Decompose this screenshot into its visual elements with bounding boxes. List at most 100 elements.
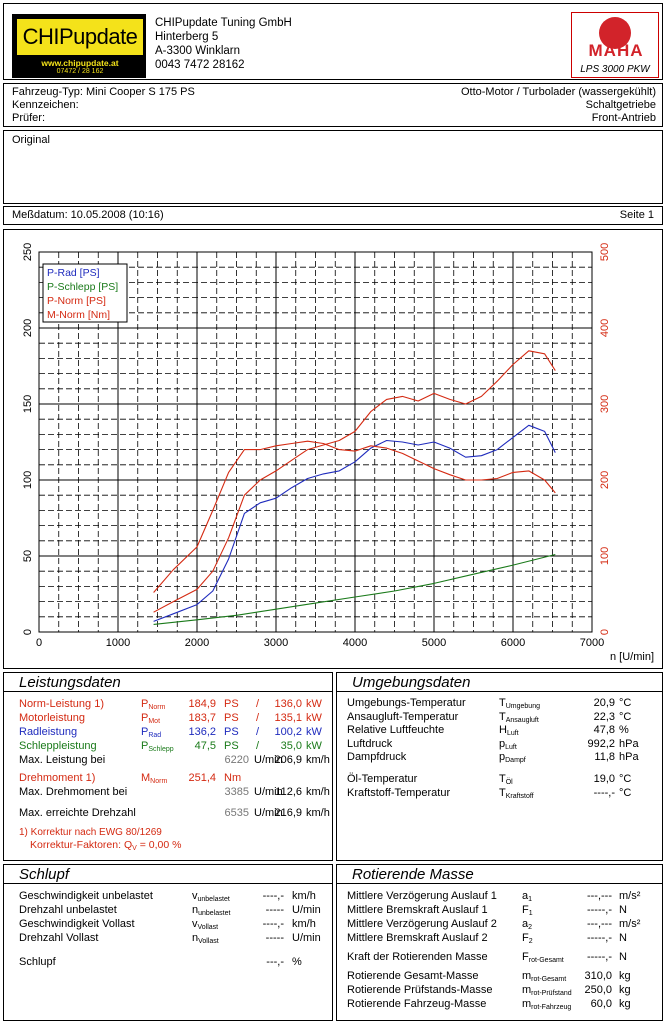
schlupf-symbol: nVollast: [192, 932, 219, 948]
umgebung-value: 19,0: [593, 773, 615, 785]
dyno-chart-frame: 0 1000 2000 3000 4000 5000 6000 7000 n [U/min] 0 5…: [3, 229, 663, 669]
umgebung-value: 22,3: [593, 710, 615, 723]
torque-value: 251,4: [188, 772, 216, 784]
umgebung-label: Umgebungs-Temperatur: [347, 697, 466, 709]
legend-entry: P-Rad [PS]: [47, 267, 100, 279]
masse-label: Rotierende Gesamt-Masse: [347, 970, 479, 982]
chart-legend: [42, 263, 128, 323]
schlupf-label: Drehzahl unbelastet: [19, 904, 117, 916]
perf-value-ps: 183,7: [188, 712, 216, 724]
y-left-tick-label: 100: [22, 471, 34, 489]
masse-symbol: mrot-Prüfstand: [522, 984, 572, 1000]
rotating-mass-section: Rotierende Masse Mittlere Verzögerung Au…: [336, 864, 663, 1021]
symbol-subscript: 1: [528, 910, 533, 917]
symbol-subscript: unbelastet: [197, 896, 230, 903]
x-tick-label: 0: [36, 637, 42, 649]
max-power-label: Max. Leistung bei: [19, 754, 106, 766]
masse-value: 250,0: [584, 984, 612, 996]
environment-title: Umgebungsdaten: [337, 673, 662, 692]
perf-sep: /: [256, 726, 260, 738]
symbol-subscript: Öl: [505, 779, 513, 786]
symbol-letter: T: [499, 710, 506, 723]
symbol-letter: H: [499, 724, 507, 737]
engine-type: Otto-Motor / Turbolader (wassergekühlt): [460, 86, 656, 98]
umgebung-symbol: TKraftstoff: [499, 787, 534, 803]
symbol-subscript: Mot: [148, 718, 161, 725]
series-line-0: [153, 424, 556, 622]
torque-symbol: MNorm: [141, 772, 167, 788]
symbol-letter: F: [522, 951, 529, 963]
perf-value-kw: 35,0: [280, 740, 302, 752]
umgebung-value: 992,2: [587, 737, 615, 750]
symbol-subscript: rot-Prüfstand: [531, 990, 572, 997]
vehicle-type-row: Fahrzeug-Typ: Mini Cooper S 175 PS: [12, 86, 195, 99]
perf-value-kw: 136,0: [274, 698, 302, 710]
series-line-1: [153, 553, 556, 625]
y-left-tick-label: 250: [22, 243, 34, 261]
masse-symbol: F2: [522, 932, 533, 948]
perf-unit-kw: kW: [306, 698, 322, 710]
footnote-factors-label: Korrektur-Faktoren: Q: [30, 839, 133, 851]
perf-value-ps: 136,2: [188, 726, 216, 738]
y-left-tick-label: 150: [22, 395, 34, 413]
max-rpm-label: Max. erreichte Drehzahl: [19, 807, 136, 819]
umgebung-unit: %: [619, 724, 629, 737]
performance-section: Leistungsdaten Norm-Leistung 1) PNorm 184,…: [3, 672, 333, 861]
symbol-letter: a: [522, 890, 529, 902]
symbol-letter: m: [522, 998, 532, 1010]
speed-unit: km/h: [306, 786, 330, 798]
masse-symbol: mrot-Gesamt: [522, 970, 566, 986]
company-line: 0043 7472 28162: [155, 59, 245, 71]
umgebung-symbol: HLuft: [499, 724, 519, 740]
symbol-letter: p: [499, 737, 506, 750]
umgebung-label: Luftdruck: [347, 737, 393, 750]
masse-label: Rotierende Prüfstands-Masse: [347, 984, 493, 996]
vehicle-info: Fahrzeug-Typ: Mini Cooper S 175 PS Kennz…: [3, 83, 663, 127]
x-tick-label: 2000: [185, 637, 209, 649]
legend-entry: P-Schlepp [PS]: [47, 281, 118, 293]
chipupdate-logo: CHIPupdate www.chipupdate.at 07472 / 28 …: [12, 14, 146, 78]
symbol-subscript: rot-Gesamt: [528, 957, 564, 964]
schlupf-value: ----,-: [262, 890, 284, 902]
masse-symbol: a2: [522, 918, 532, 934]
umgebung-symbol: TAnsaugluft: [499, 711, 539, 727]
schlupf-label: Schlupf: [19, 956, 56, 968]
company-line: CHIPupdate Tuning GmbH: [155, 17, 292, 29]
masse-label: Mittlere Verzögerung Auslauf 2: [347, 918, 497, 930]
y-right-tick-label: 100: [599, 547, 611, 565]
masse-value: -----,-: [586, 932, 612, 944]
perf-unit-ps: PS: [224, 712, 239, 724]
masse-label: Mittlere Verzögerung Auslauf 1: [347, 890, 497, 902]
symbol-subscript: Vollast: [197, 924, 219, 931]
speed-unit: km/h: [306, 754, 330, 766]
footnote-factors-value: = 0,00 %: [136, 839, 182, 851]
masse-label: Mittlere Bremskraft Auslauf 2: [347, 932, 488, 944]
symbol-letter: P: [141, 740, 149, 752]
max-torque-speed: 112,6: [275, 786, 302, 798]
perf-unit-ps: PS: [224, 740, 239, 752]
umgebung-symbol: TÖl: [499, 773, 513, 789]
schlupf-value: ---,-: [266, 956, 284, 968]
symbol-letter: F: [522, 904, 529, 916]
torque-unit: Nm: [224, 772, 242, 784]
rotating-mass-title: Rotierende Masse: [337, 865, 662, 884]
perf-unit-kw: kW: [306, 740, 322, 752]
symbol-letter: a: [522, 918, 529, 930]
masse-value: 310,0: [584, 970, 612, 982]
series-line-3: [153, 440, 556, 593]
masse-unit: kg: [619, 998, 631, 1010]
symbol-letter: F: [522, 932, 529, 944]
max-rpm-value: 6535: [224, 807, 249, 819]
perf-sep: /: [256, 712, 260, 724]
symbol-letter: P: [141, 726, 149, 738]
symbol-letter: P: [141, 712, 149, 724]
symbol: PRad: [141, 726, 161, 742]
remark-text: Original: [12, 134, 50, 146]
symbol-letter: p: [499, 751, 506, 764]
vehicle-type-label: Fahrzeug-Typ:: [12, 86, 83, 98]
x-tick-label: 3000: [264, 637, 288, 649]
legend-entry: P-Norm [PS]: [47, 295, 106, 307]
perf-label: Radleistung: [19, 726, 78, 738]
masse-label: Kraft der Rotierenden Masse: [347, 951, 488, 963]
maha-logo: MAHA LPS 3000 PKW: [571, 12, 659, 78]
